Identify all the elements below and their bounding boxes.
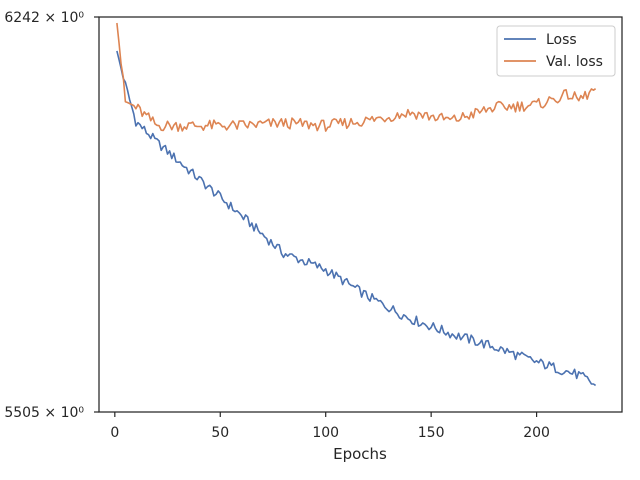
x-axis: 0 50 100 150 200 — [110, 412, 550, 441]
plot-frame — [98, 16, 623, 413]
x-tick-label: 0 — [110, 425, 119, 441]
y-tick-label-top: 6242 × 10⁰ — [4, 10, 84, 26]
legend-label-loss: Loss — [546, 32, 577, 48]
y-axis: 6242 × 10⁰ 5505 × 10⁰ — [4, 10, 99, 421]
plot-area — [99, 17, 622, 412]
x-tick-label: 150 — [418, 425, 445, 441]
x-tick-label: 200 — [523, 425, 550, 441]
y-tick-label-bottom: 5505 × 10⁰ — [4, 405, 84, 421]
x-tick-label: 100 — [312, 425, 339, 441]
legend: Loss Val. loss — [496, 25, 616, 77]
series-line-loss — [116, 50, 597, 387]
legend-label-val-loss: Val. loss — [546, 54, 603, 70]
x-tick-label: 50 — [211, 425, 229, 441]
x-axis-title: Epochs — [333, 445, 387, 463]
series-layer — [116, 22, 597, 387]
series-line-val-loss — [116, 22, 597, 132]
